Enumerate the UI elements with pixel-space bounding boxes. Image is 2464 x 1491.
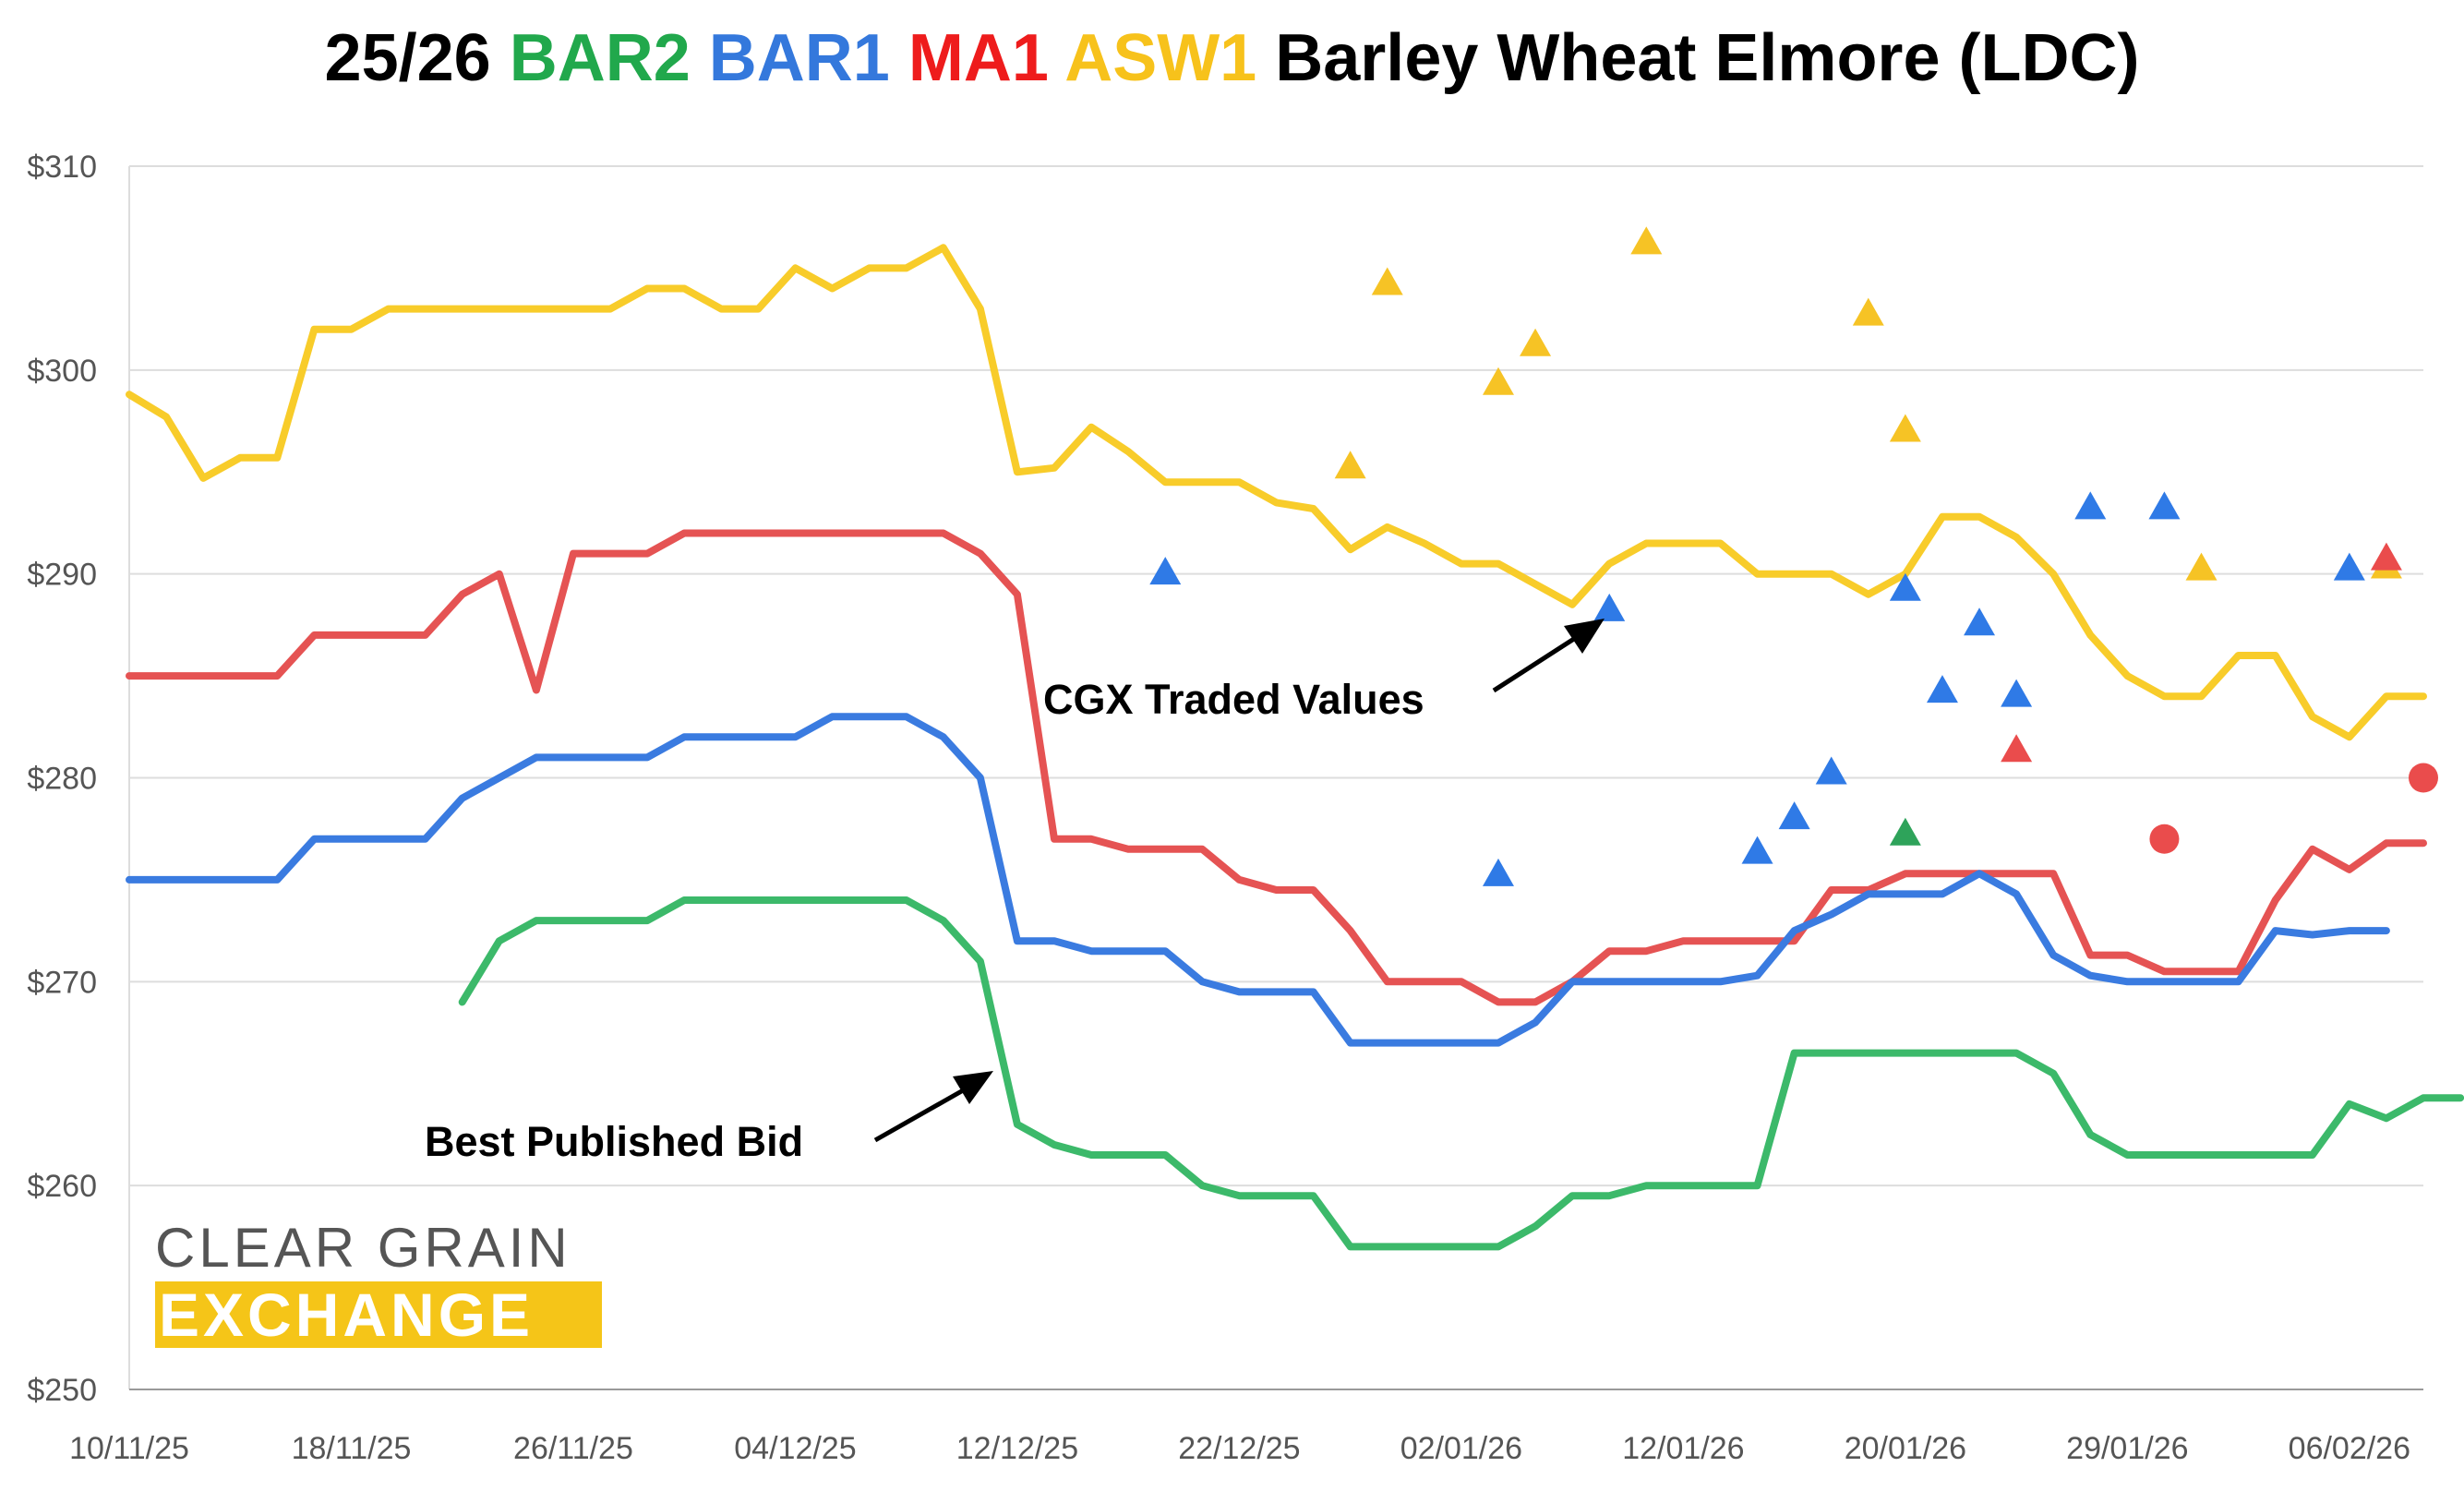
title-part: ASW1	[1064, 21, 1257, 95]
marker-bar1-triangle	[2074, 491, 2107, 520]
logo-line-2: EXCHANGE	[155, 1281, 602, 1348]
title-part: Barley Wheat Elmore (LDC)	[1275, 21, 2140, 95]
grid-lines	[128, 165, 2423, 1390]
annotation-best-bid: Best Published Bid	[425, 1118, 803, 1165]
marker-bar1-triangle	[1889, 572, 1921, 601]
marker-ma1-triangle	[2001, 734, 2033, 763]
y-tick-label: $250	[27, 1373, 97, 1408]
annotation-bid-arrowhead	[953, 1071, 993, 1104]
title-part: BAR2	[509, 21, 691, 95]
x-tick-label: 12/12/25	[956, 1431, 1078, 1466]
x-tick-label: 29/01/26	[2066, 1431, 2188, 1466]
marker-bar1-triangle	[1593, 593, 1626, 621]
annotation-traded-values: CGX Traded Values	[1043, 676, 1424, 723]
marker-bar1-triangle	[1482, 858, 1514, 886]
title-part: MA1	[907, 21, 1049, 95]
x-tick-label: 20/01/26	[1845, 1431, 1966, 1466]
y-tick-label: $300	[27, 354, 97, 389]
y-tick-label: $260	[27, 1169, 97, 1204]
marker-bar1-triangle	[2148, 491, 2181, 520]
marker-bar2-triangle	[1889, 817, 1921, 846]
traded-markers	[1149, 226, 2438, 886]
marker-asw1-triangle	[1371, 267, 1403, 295]
y-tick-label: $310	[27, 150, 97, 185]
marker-asw1-triangle	[1482, 367, 1514, 395]
series-line-ma1	[126, 529, 2427, 1006]
x-tick-label: 22/12/25	[1178, 1431, 1300, 1466]
x-axis-ticks: 10/11/25 18/11/25 26/11/25 04/12/25 12/12/25…	[69, 1431, 2410, 1466]
marker-ma1-circle	[2409, 763, 2438, 793]
series-line-bar1	[126, 713, 2390, 1047]
series-lines	[126, 244, 2464, 1251]
chart-title: 25/26 BAR2 BAR1 MA1 ASW1 Barley Wheat El…	[0, 20, 2464, 96]
marker-bar1-triangle	[1815, 756, 1847, 785]
title-part: BAR1	[708, 21, 890, 95]
marker-asw1-triangle	[1889, 414, 1921, 442]
marker-asw1-triangle	[1334, 451, 1366, 479]
marker-asw1-triangle	[1852, 297, 1884, 326]
y-tick-label: $270	[27, 965, 97, 1000]
marker-bar1-triangle	[1741, 836, 1773, 864]
annotation-traded-arrow	[1492, 634, 1579, 693]
annotations: CGX Traded Values Best Published Bid	[425, 619, 1605, 1165]
title-part: 25/26	[324, 21, 491, 95]
x-tick-label: 18/11/25	[292, 1431, 412, 1466]
y-axis-ticks: $250 $260 $270 $280 $290 $300 $310	[27, 150, 97, 1408]
clear-grain-exchange-logo: CLEAR GRAIN EXCHANGE	[155, 1219, 602, 1348]
series-line-asw1	[126, 244, 2427, 741]
x-tick-label: 26/11/25	[513, 1431, 633, 1466]
x-tick-label: 04/12/25	[734, 1431, 856, 1466]
marker-bar1-triangle	[1778, 801, 1810, 830]
x-tick-label: 02/01/26	[1400, 1431, 1522, 1466]
annotation-bid-arrow	[873, 1087, 967, 1143]
series-line-bar2	[458, 896, 2464, 1251]
y-tick-label: $290	[27, 558, 97, 593]
marker-bar1-triangle	[1964, 607, 1996, 636]
marker-asw1-triangle	[2185, 552, 2218, 581]
x-tick-label: 06/02/26	[2289, 1431, 2410, 1466]
marker-bar1-triangle	[1926, 675, 1958, 703]
annotation-traded-arrowhead	[1564, 619, 1605, 654]
y-tick-label: $280	[27, 762, 97, 797]
x-tick-label: 12/01/26	[1622, 1431, 1744, 1466]
marker-asw1-triangle	[1630, 226, 1663, 255]
marker-ma1-triangle	[2370, 542, 2402, 571]
marker-bar1-triangle	[2333, 552, 2365, 581]
x-tick-label: 10/11/25	[69, 1431, 189, 1466]
marker-bar1-triangle	[1149, 557, 1182, 585]
marker-ma1-circle	[2149, 824, 2180, 854]
marker-asw1-triangle	[1520, 328, 1552, 356]
marker-bar1-triangle	[2001, 679, 2033, 707]
logo-line-1: CLEAR GRAIN	[155, 1217, 571, 1279]
